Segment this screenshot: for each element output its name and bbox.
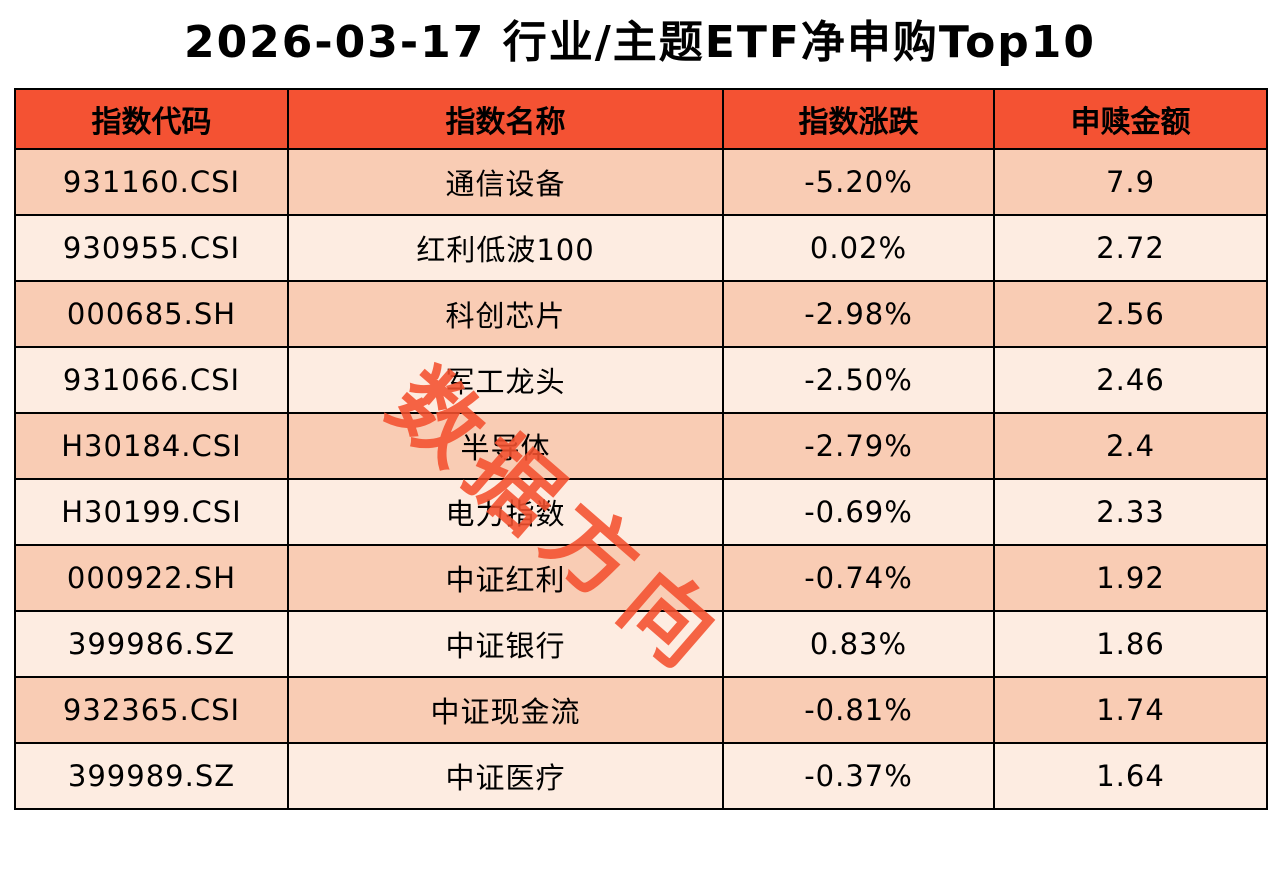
cell-index-code: 000685.SH xyxy=(14,280,289,348)
header-amount: 申赎金额 xyxy=(993,88,1268,150)
cell-amount: 1.64 xyxy=(993,742,1268,810)
cell-index-name: 中证医疗 xyxy=(287,742,724,810)
table-header-row: 指数代码 指数名称 指数涨跌 申赎金额 xyxy=(14,88,1268,150)
cell-index-change: -5.20% xyxy=(722,148,995,216)
cell-index-code: 399986.SZ xyxy=(14,610,289,678)
etf-top10-table: 指数代码 指数名称 指数涨跌 申赎金额 931160.CSI 通信设备 -5.2… xyxy=(14,88,1268,810)
table-row: 932365.CSI 中证现金流 -0.81% 1.74 xyxy=(14,676,1268,744)
table-row: 931066.CSI 军工龙头 -2.50% 2.46 xyxy=(14,346,1268,414)
cell-index-name: 通信设备 xyxy=(287,148,724,216)
cell-index-name: 军工龙头 xyxy=(287,346,724,414)
cell-index-code: 399989.SZ xyxy=(14,742,289,810)
cell-index-change: -0.69% xyxy=(722,478,995,546)
cell-index-change: -2.50% xyxy=(722,346,995,414)
cell-amount: 7.9 xyxy=(993,148,1268,216)
cell-index-name: 红利低波100 xyxy=(287,214,724,282)
table-row: 930955.CSI 红利低波100 0.02% 2.72 xyxy=(14,214,1268,282)
header-index-name: 指数名称 xyxy=(287,88,724,150)
cell-amount: 2.4 xyxy=(993,412,1268,480)
cell-amount: 1.92 xyxy=(993,544,1268,612)
cell-index-code: 931160.CSI xyxy=(14,148,289,216)
table-row: H30184.CSI 半导体 -2.79% 2.4 xyxy=(14,412,1268,480)
cell-amount: 2.33 xyxy=(993,478,1268,546)
cell-index-name: 中证现金流 xyxy=(287,676,724,744)
cell-index-name: 电力指数 xyxy=(287,478,724,546)
cell-amount: 2.46 xyxy=(993,346,1268,414)
cell-index-code: 932365.CSI xyxy=(14,676,289,744)
cell-index-code: H30184.CSI xyxy=(14,412,289,480)
table-row: 931160.CSI 通信设备 -5.20% 7.9 xyxy=(14,148,1268,216)
cell-amount: 2.56 xyxy=(993,280,1268,348)
cell-index-change: -2.98% xyxy=(722,280,995,348)
cell-index-name: 中证银行 xyxy=(287,610,724,678)
cell-index-name: 中证红利 xyxy=(287,544,724,612)
cell-index-code: H30199.CSI xyxy=(14,478,289,546)
cell-index-name: 半导体 xyxy=(287,412,724,480)
table-row: H30199.CSI 电力指数 -0.69% 2.33 xyxy=(14,478,1268,546)
header-index-change: 指数涨跌 xyxy=(722,88,995,150)
cell-index-code: 930955.CSI xyxy=(14,214,289,282)
table-row: 000922.SH 中证红利 -0.74% 1.92 xyxy=(14,544,1268,612)
cell-index-change: 0.83% xyxy=(722,610,995,678)
cell-index-change: 0.02% xyxy=(722,214,995,282)
table-row: 000685.SH 科创芯片 -2.98% 2.56 xyxy=(14,280,1268,348)
cell-index-change: -0.81% xyxy=(722,676,995,744)
cell-amount: 1.86 xyxy=(993,610,1268,678)
cell-amount: 1.74 xyxy=(993,676,1268,744)
table-row: 399989.SZ 中证医疗 -0.37% 1.64 xyxy=(14,742,1268,810)
cell-index-code: 000922.SH xyxy=(14,544,289,612)
table-row: 399986.SZ 中证银行 0.83% 1.86 xyxy=(14,610,1268,678)
cell-index-change: -0.37% xyxy=(722,742,995,810)
cell-index-change: -0.74% xyxy=(722,544,995,612)
cell-index-change: -2.79% xyxy=(722,412,995,480)
page-title: 2026-03-17 行业/主题ETF净申购Top10 xyxy=(183,17,1097,68)
cell-index-name: 科创芯片 xyxy=(287,280,724,348)
header-index-code: 指数代码 xyxy=(14,88,289,150)
cell-amount: 2.72 xyxy=(993,214,1268,282)
cell-index-code: 931066.CSI xyxy=(14,346,289,414)
